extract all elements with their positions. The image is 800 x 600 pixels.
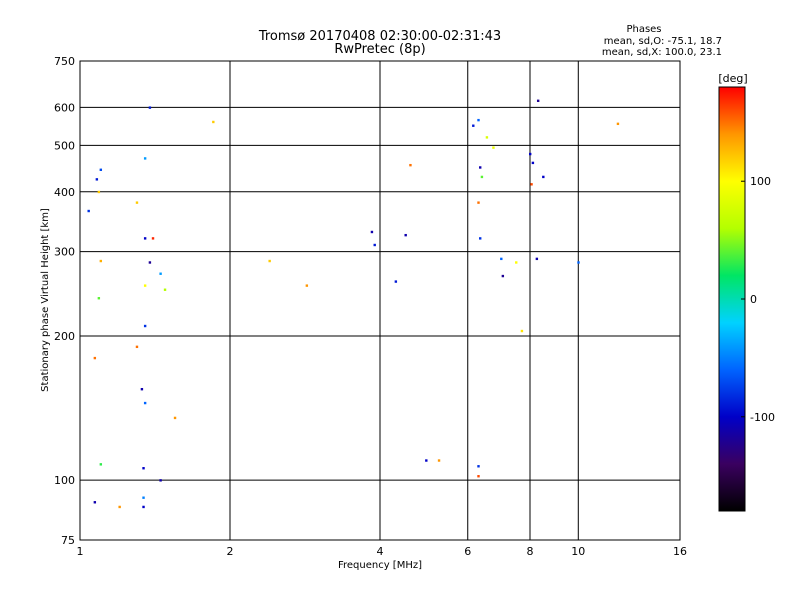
- data-point: [142, 467, 145, 470]
- x-tick-label: 2: [227, 545, 234, 558]
- data-point: [159, 272, 162, 275]
- y-tick-label: 400: [54, 186, 75, 199]
- data-point: [151, 237, 155, 240]
- data-point: [99, 168, 103, 171]
- data-point: [409, 163, 412, 167]
- data-point: [480, 175, 484, 179]
- data-point: [163, 288, 167, 291]
- data-point: [118, 505, 121, 509]
- data-point: [87, 209, 90, 213]
- colorbar-label: [deg]: [718, 72, 747, 85]
- data-point: [479, 166, 482, 169]
- colorbar-ticks: 100 0 -100: [741, 175, 775, 424]
- y-tick-label: 75: [61, 534, 75, 547]
- data-point: [536, 99, 540, 102]
- data-point: [135, 201, 139, 204]
- chart-title: Tromsø 20170408 02:30:00-02:31:43: [258, 29, 501, 44]
- data-point: [485, 136, 489, 139]
- data-point: [148, 106, 152, 109]
- data-point: [97, 297, 101, 300]
- x-tick-label: 1: [77, 545, 84, 558]
- data-point: [143, 401, 147, 405]
- data-point: [492, 146, 495, 149]
- y-tick-label: 300: [54, 246, 75, 259]
- plot-frame: [79, 60, 681, 541]
- phase-stats-x: mean, sd,X: 100.0, 23.1: [602, 47, 722, 58]
- phase-stats-o: mean, sd,O: -75.1, 18.7: [604, 36, 722, 47]
- data-point: [529, 152, 532, 156]
- data-point: [143, 157, 147, 160]
- x-tick-label: 6: [464, 545, 471, 558]
- data-point: [97, 190, 101, 194]
- y-tick-labels: 75 100 200 300 400 500 600 750: [54, 55, 75, 547]
- data-point: [530, 183, 533, 186]
- data-point: [305, 284, 309, 287]
- data-point: [268, 259, 271, 263]
- data-point: [404, 233, 407, 237]
- data-point: [477, 465, 480, 468]
- data-points: [87, 99, 620, 509]
- data-point: [477, 118, 480, 122]
- colorbar-tick-label: 100: [750, 175, 771, 188]
- grid-lines: [80, 61, 680, 540]
- data-point: [542, 175, 545, 179]
- data-point: [616, 122, 620, 126]
- colorbar: [deg] 100 0 -100: [718, 72, 775, 512]
- data-point: [520, 329, 524, 333]
- data-point: [370, 230, 374, 234]
- data-point: [535, 257, 539, 261]
- title-block: Tromsø 20170408 02:30:00-02:31:43 RwPret…: [258, 29, 501, 57]
- x-tick-label: 10: [571, 545, 585, 558]
- data-point: [373, 243, 376, 247]
- plot-area: [79, 60, 681, 541]
- x-tick-label: 8: [527, 545, 534, 558]
- x-tick-labels: 1 2 4 6 8 10 16: [77, 545, 688, 558]
- data-point: [394, 280, 398, 283]
- x-tick-label: 16: [673, 545, 687, 558]
- data-point: [143, 237, 147, 240]
- data-point: [173, 416, 177, 420]
- data-point: [437, 459, 441, 462]
- data-point: [135, 345, 139, 349]
- y-axis-label: Stationary phase Virtual Height [km]: [40, 208, 51, 392]
- data-point: [142, 505, 145, 509]
- phase-stats: Phases mean, sd,O: -75.1, 18.7 mean, sd,…: [602, 24, 722, 58]
- data-point: [99, 259, 103, 263]
- data-point: [479, 237, 482, 240]
- y-tick-label: 600: [54, 101, 75, 114]
- data-point: [140, 387, 144, 391]
- colorbar-tick-label: -100: [750, 411, 775, 424]
- y-tick-label: 100: [54, 474, 75, 487]
- chart-subtitle: RwPretec (8p): [334, 42, 425, 57]
- y-tick-label: 750: [54, 55, 75, 68]
- x-axis-label: Frequency [MHz]: [338, 560, 422, 571]
- data-point: [93, 356, 97, 360]
- data-point: [531, 161, 535, 165]
- data-point: [477, 201, 480, 204]
- data-point: [142, 496, 145, 499]
- data-point: [500, 257, 503, 261]
- data-point: [93, 501, 97, 504]
- data-point: [425, 459, 428, 462]
- data-point: [472, 124, 475, 127]
- x-tick-label: 4: [377, 545, 384, 558]
- data-point: [143, 324, 147, 328]
- data-point: [577, 261, 580, 264]
- data-point: [95, 178, 99, 181]
- y-tick-label: 200: [54, 330, 75, 343]
- data-point: [148, 261, 152, 264]
- data-point: [99, 463, 103, 466]
- data-point: [515, 261, 518, 264]
- colorbar-tick-label: 0: [750, 293, 757, 306]
- data-point: [212, 120, 215, 124]
- data-point: [477, 475, 480, 478]
- phase-stats-heading: Phases: [626, 24, 661, 35]
- y-tick-label: 500: [54, 139, 75, 152]
- data-point: [501, 274, 505, 278]
- data-point: [159, 479, 162, 482]
- data-point: [143, 284, 147, 287]
